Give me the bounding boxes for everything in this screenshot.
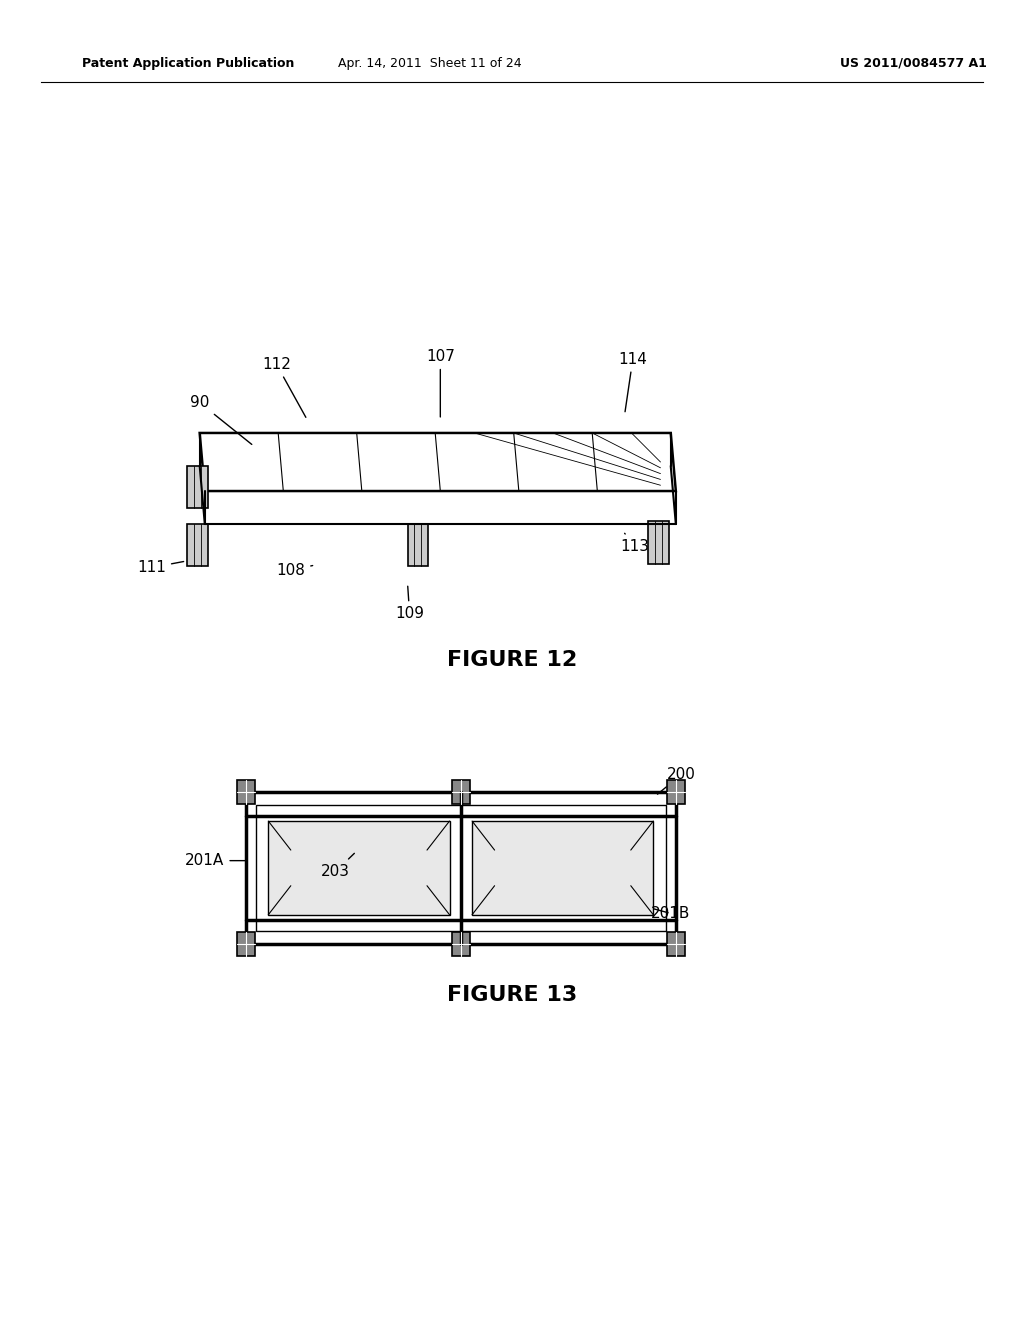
- Text: 203: 203: [322, 853, 354, 879]
- Text: 107: 107: [426, 348, 455, 417]
- Polygon shape: [237, 780, 255, 804]
- Text: FIGURE 12: FIGURE 12: [446, 649, 578, 671]
- Polygon shape: [187, 524, 208, 566]
- Text: 108: 108: [276, 562, 312, 578]
- Polygon shape: [237, 932, 255, 956]
- Polygon shape: [452, 932, 470, 956]
- Polygon shape: [268, 821, 450, 915]
- Text: US 2011/0084577 A1: US 2011/0084577 A1: [840, 57, 986, 70]
- Text: 112: 112: [262, 356, 306, 417]
- Polygon shape: [452, 780, 470, 804]
- Text: Patent Application Publication: Patent Application Publication: [82, 57, 294, 70]
- Text: 109: 109: [395, 586, 424, 622]
- Polygon shape: [187, 466, 208, 508]
- Text: 200: 200: [657, 767, 695, 795]
- Text: 90: 90: [190, 395, 252, 445]
- Text: 114: 114: [618, 351, 647, 412]
- Polygon shape: [667, 780, 685, 804]
- Polygon shape: [472, 821, 653, 915]
- Text: Apr. 14, 2011  Sheet 11 of 24: Apr. 14, 2011 Sheet 11 of 24: [338, 57, 522, 70]
- Polygon shape: [408, 524, 428, 566]
- Text: 111: 111: [137, 560, 183, 576]
- Polygon shape: [648, 521, 669, 564]
- Polygon shape: [667, 932, 685, 956]
- Text: 113: 113: [621, 533, 649, 554]
- Text: FIGURE 13: FIGURE 13: [446, 985, 578, 1006]
- Text: 201B: 201B: [651, 906, 690, 921]
- Text: 201A: 201A: [185, 853, 245, 869]
